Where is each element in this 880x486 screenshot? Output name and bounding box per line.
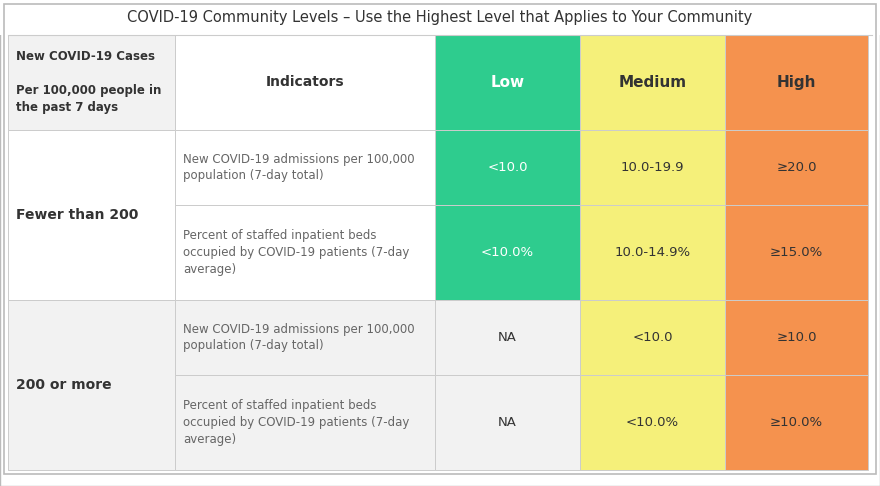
Bar: [175, 35, 435, 130]
Text: New COVID-19 Cases

Per 100,000 people in
the past 7 days: New COVID-19 Cases Per 100,000 people in…: [16, 51, 161, 115]
Text: Fewer than 200: Fewer than 200: [16, 208, 138, 222]
Bar: [175, 205, 435, 300]
Bar: [580, 375, 725, 470]
Bar: [175, 375, 435, 470]
Text: <10.0%: <10.0%: [626, 416, 679, 429]
Bar: [725, 130, 868, 205]
Text: <10.0: <10.0: [632, 331, 672, 344]
Bar: [175, 300, 435, 375]
Text: 10.0-14.9%: 10.0-14.9%: [614, 246, 691, 259]
Bar: [435, 300, 580, 375]
Bar: [8, 130, 175, 300]
Bar: [725, 300, 868, 375]
Bar: [435, 130, 580, 205]
Bar: [725, 35, 868, 130]
Text: New COVID-19 admissions per 100,000
population (7-day total): New COVID-19 admissions per 100,000 popu…: [183, 323, 414, 352]
Text: ≥15.0%: ≥15.0%: [770, 246, 823, 259]
Bar: [435, 205, 580, 300]
Bar: [725, 375, 868, 470]
Bar: [725, 205, 868, 300]
Text: Percent of staffed inpatient beds
occupied by COVID-19 patients (7-day
average): Percent of staffed inpatient beds occupi…: [183, 229, 409, 276]
Text: <10.0%: <10.0%: [481, 246, 534, 259]
Bar: [435, 35, 580, 130]
Bar: [580, 130, 725, 205]
Text: High: High: [777, 75, 817, 90]
Text: Percent of staffed inpatient beds
occupied by COVID-19 patients (7-day
average): Percent of staffed inpatient beds occupi…: [183, 399, 409, 446]
Bar: [435, 375, 580, 470]
Text: New COVID-19 admissions per 100,000
population (7-day total): New COVID-19 admissions per 100,000 popu…: [183, 153, 414, 183]
Bar: [580, 35, 725, 130]
Text: <10.0: <10.0: [488, 161, 528, 174]
Text: NA: NA: [498, 416, 517, 429]
Text: ≥10.0%: ≥10.0%: [770, 416, 823, 429]
Text: COVID-19 Community Levels – Use the Highest Level that Applies to Your Community: COVID-19 Community Levels – Use the High…: [128, 10, 752, 25]
Bar: [580, 300, 725, 375]
Bar: [175, 130, 435, 205]
Bar: [8, 300, 175, 470]
Bar: [8, 35, 175, 130]
Bar: [0, 0, 880, 35]
Text: Indicators: Indicators: [266, 75, 344, 89]
Text: 200 or more: 200 or more: [16, 378, 112, 392]
Text: ≥10.0: ≥10.0: [776, 331, 817, 344]
Text: NA: NA: [498, 331, 517, 344]
Text: 10.0-19.9: 10.0-19.9: [620, 161, 685, 174]
Text: ≥20.0: ≥20.0: [776, 161, 817, 174]
Text: Medium: Medium: [619, 75, 686, 90]
Bar: [580, 205, 725, 300]
Text: Low: Low: [490, 75, 524, 90]
